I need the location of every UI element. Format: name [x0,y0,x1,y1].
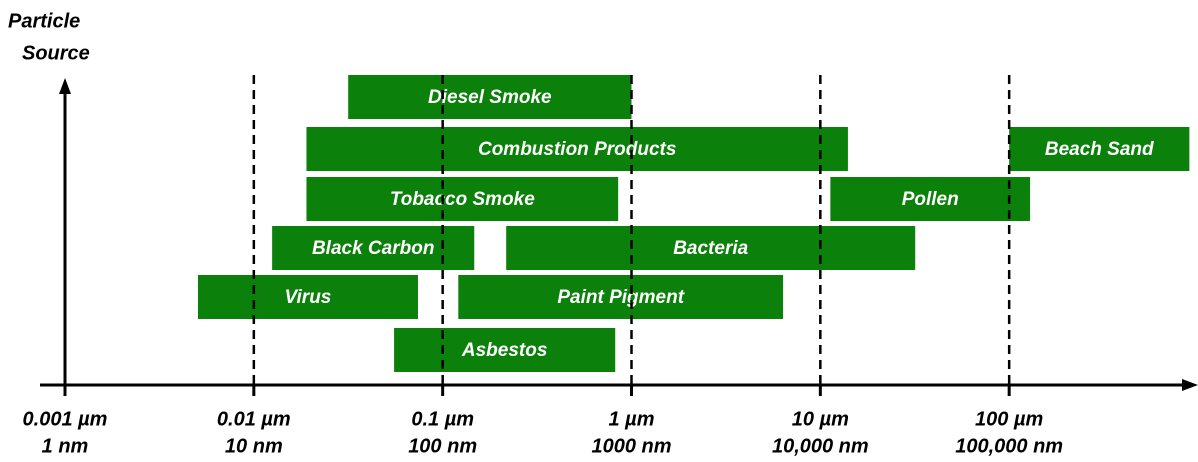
x-tick-label: 10,000 nm [772,435,869,457]
x-tick-label: 100 µm [975,408,1043,430]
x-tick-label: 0.01 µm [217,408,291,430]
bar-label: Beach Sand [1045,139,1154,160]
bar-label: Diesel Smoke [428,87,552,108]
y-axis-label: Source [22,42,90,64]
x-tick-label: 100,000 nm [955,435,1063,457]
x-tick-label: 0.001 µm [23,408,108,430]
bar [394,328,616,372]
x-tick-label: 10 nm [225,435,283,457]
bar-label: Tobacco Smoke [390,189,535,210]
bar [272,226,475,270]
x-tick-label: 1000 nm [591,435,671,457]
bar [458,275,784,319]
bar [1009,127,1190,171]
bar-label: Asbestos [461,340,548,361]
x-tick-label: 1 µm [609,408,655,430]
bar [306,177,619,221]
bar [306,127,848,171]
bar [348,75,632,119]
bar-label: Black Carbon [312,238,434,259]
x-tick-label: 0.1 µm [411,408,474,430]
bar [197,275,418,319]
x-axis-arrow [1182,379,1198,391]
bar-label: Virus [285,287,332,308]
x-tick-label: 100 nm [408,435,477,457]
bar [506,226,916,270]
y-axis-label: Particle [8,10,80,32]
y-axis-arrow [59,78,71,94]
x-tick-label: 10 µm [792,408,849,430]
bar-label: Pollen [902,189,959,210]
bar [830,177,1031,221]
bar-label: Combustion Products [478,139,676,160]
bar-label: Bacteria [673,238,748,259]
x-tick-label: 1 nm [42,435,89,457]
bar-label: Paint Pigment [557,287,684,308]
